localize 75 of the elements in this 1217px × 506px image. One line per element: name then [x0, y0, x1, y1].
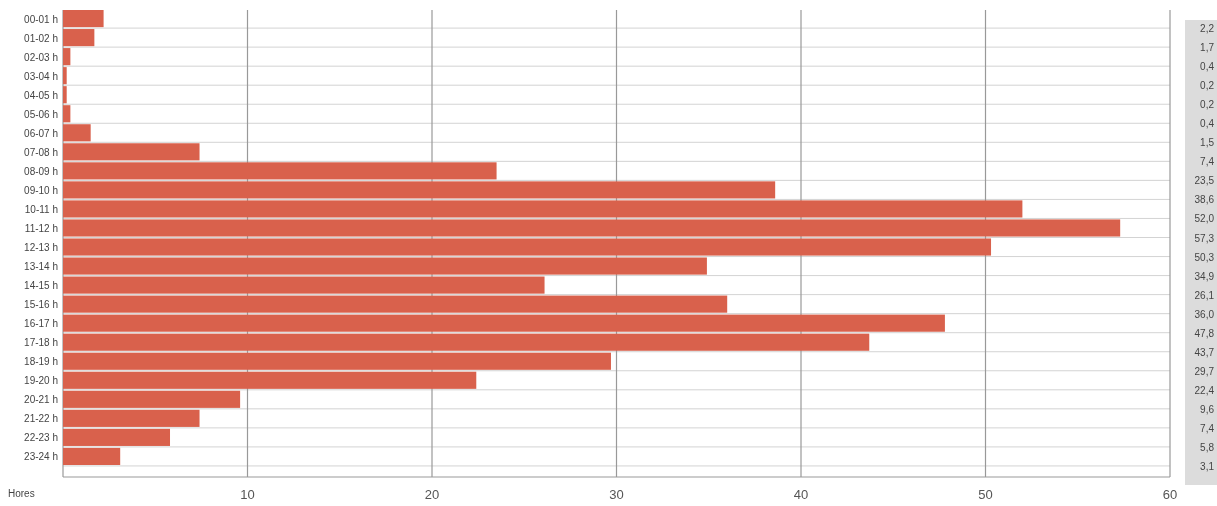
data-label: 29,7: [1194, 365, 1215, 377]
bar: [63, 86, 67, 104]
bar: [63, 390, 241, 408]
data-label: 0,4: [1200, 118, 1215, 130]
data-label: 3,1: [1200, 460, 1215, 472]
y-tick-label: 00-01 h: [24, 13, 58, 25]
y-tick-label: 14-15 h: [24, 280, 58, 292]
x-tick-label: 30: [609, 487, 624, 502]
bar: [63, 409, 200, 427]
data-label: 43,7: [1194, 346, 1215, 358]
y-tick-label: 08-09 h: [24, 165, 58, 177]
bar: [63, 352, 611, 370]
bar: [63, 29, 95, 47]
x-tick-label: 50: [978, 487, 993, 502]
data-label: 1,5: [1200, 137, 1215, 149]
bar: [63, 447, 121, 465]
y-tick-label: 16-17 h: [24, 318, 58, 330]
y-tick-label: 11-12 h: [24, 222, 58, 234]
data-label: 47,8: [1194, 327, 1215, 339]
x-tick-label: 60: [1162, 487, 1178, 502]
data-label: 0,4: [1200, 61, 1215, 73]
data-label: 23,5: [1194, 175, 1215, 187]
data-label: 7,4: [1200, 422, 1215, 434]
y-tick-label: 04-05 h: [24, 89, 58, 101]
data-label: 26,1: [1194, 289, 1215, 301]
bar: [63, 333, 870, 351]
bar: [63, 143, 200, 161]
bar: [63, 48, 71, 66]
bar: [63, 181, 776, 199]
y-tick-label: 12-13 h: [24, 242, 58, 254]
y-tick-label: 15-16 h: [24, 299, 58, 311]
y-axis-title: Hores: [8, 488, 35, 499]
data-label: 9,6: [1200, 403, 1215, 415]
y-tick-label: 20-21 h: [24, 394, 58, 406]
bar: [63, 371, 477, 389]
y-tick-label: 22-23 h: [24, 432, 58, 444]
bar: [63, 124, 91, 142]
y-tick-label: 05-06 h: [24, 108, 58, 120]
y-tick-label: 01-02 h: [24, 32, 58, 44]
data-label: 5,8: [1200, 441, 1215, 453]
bar: [63, 428, 171, 446]
y-tick-label: 17-18 h: [24, 337, 58, 349]
y-tick-label: 10-11 h: [24, 203, 58, 215]
bar: [63, 162, 497, 180]
bar: [63, 10, 104, 28]
data-label: 34,9: [1194, 270, 1215, 282]
bar: [63, 105, 71, 123]
data-label: 22,4: [1194, 384, 1215, 396]
bar: [63, 276, 545, 294]
y-tick-label: 06-07 h: [24, 127, 58, 139]
bar: [63, 67, 67, 85]
y-tick-label: 19-20 h: [24, 375, 58, 387]
y-tick-label: 07-08 h: [24, 146, 58, 158]
data-label: 0,2: [1200, 99, 1215, 111]
data-label: 2,2: [1200, 23, 1215, 35]
data-label: 38,6: [1194, 194, 1215, 206]
y-tick-label: 13-14 h: [24, 261, 58, 273]
y-tick-label: 21-22 h: [24, 413, 58, 425]
y-tick-label: 02-03 h: [24, 51, 58, 63]
y-tick-label: 23-24 h: [24, 451, 58, 463]
data-label: 36,0: [1194, 308, 1215, 320]
data-label: 52,0: [1194, 213, 1215, 225]
y-tick-label: 18-19 h: [24, 356, 58, 368]
x-tick-label: 20: [424, 487, 440, 502]
bar: [63, 314, 945, 332]
data-label: 57,3: [1194, 232, 1215, 244]
data-label: 0,2: [1200, 80, 1215, 92]
data-label: 7,4: [1200, 156, 1215, 168]
y-tick-label: 09-10 h: [24, 184, 58, 196]
bar: [63, 295, 728, 313]
y-tick-label: 03-04 h: [24, 70, 58, 82]
data-label: 50,3: [1194, 251, 1215, 263]
x-tick-label: 10: [240, 487, 255, 502]
x-tick-label: 40: [793, 487, 809, 502]
data-label: 1,7: [1200, 42, 1215, 54]
